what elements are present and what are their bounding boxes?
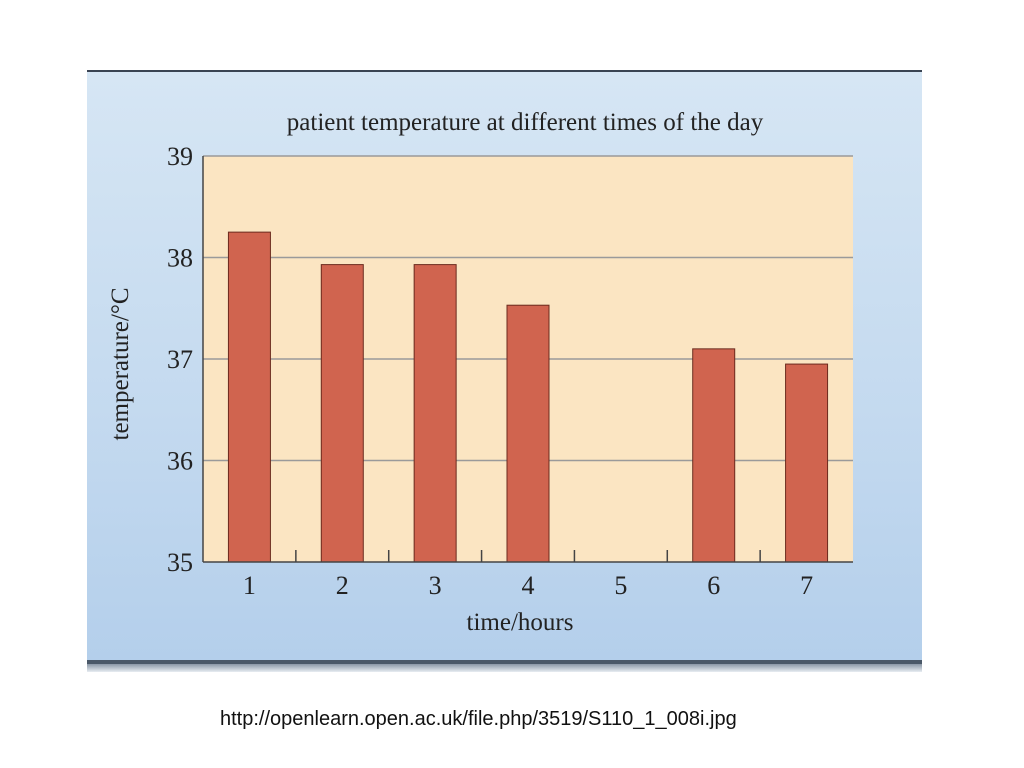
y-tick-label: 39 — [167, 142, 193, 171]
x-tick-labels: 1 2 3 4 5 6 7 — [243, 571, 813, 600]
x-axis-label: time/hours — [467, 609, 574, 636]
bar-6 — [692, 348, 736, 563]
bar-2 — [320, 264, 364, 563]
bars — [227, 231, 829, 563]
source-url-caption: http://openlearn.open.ac.uk/file.php/351… — [220, 708, 737, 730]
bar-4 — [506, 304, 550, 563]
y-tick-label: 38 — [167, 244, 193, 273]
x-tick-label: 6 — [707, 571, 720, 600]
bar-3 — [413, 264, 457, 563]
x-tick-marks — [295, 550, 761, 562]
x-tick-label: 7 — [800, 571, 813, 600]
y-tick-labels: 35 36 37 38 39 — [167, 142, 193, 577]
x-tick-label: 4 — [522, 571, 535, 600]
x-tick-label: 5 — [614, 571, 627, 600]
y-tick-label: 35 — [167, 548, 193, 577]
x-tick-label: 1 — [243, 571, 256, 600]
y-axis-label: temperature/°C — [107, 288, 134, 441]
bar-1 — [227, 231, 271, 563]
chart-title: patient temperature at different times o… — [287, 109, 764, 136]
bar-7 — [785, 363, 829, 563]
y-tick-label: 36 — [167, 447, 193, 476]
y-tick-label: 37 — [167, 345, 193, 374]
figure-panel-shadow — [87, 664, 922, 672]
x-tick-label: 3 — [429, 571, 442, 600]
x-tick-label: 2 — [336, 571, 349, 600]
